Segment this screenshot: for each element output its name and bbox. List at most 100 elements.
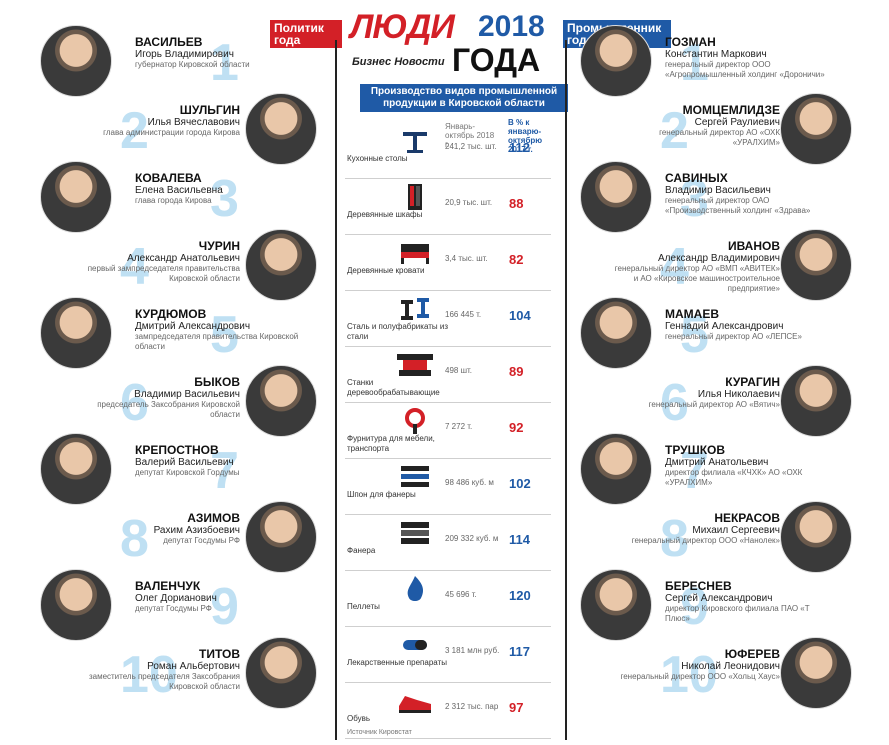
production-volume: 166 445 т.: [445, 310, 482, 319]
wardrobe-icon: [395, 182, 435, 212]
politician-card: 2 ШУЛЬГИН Илья Вячеславович глава администр…: [10, 93, 330, 165]
person-role: зампредседателя правительства Кировской …: [135, 332, 299, 351]
person-name: Илья Николаевич: [697, 389, 780, 400]
pill-icon: [395, 630, 435, 660]
person-photo: [780, 501, 852, 573]
right-divider: [565, 40, 567, 740]
table-row: Фурнитура для мебели, транспорта 7 272 т.…: [345, 400, 551, 459]
person-role: депутат Госдумы РФ: [135, 604, 212, 613]
person-name: Николай Леонидович: [681, 661, 780, 672]
growth-percent: 92: [509, 420, 524, 435]
person-surname: АЗИМОВ: [187, 511, 240, 525]
person-role: глава администрации города Кирова: [103, 128, 240, 137]
rank-number: 5: [680, 306, 709, 364]
person-name: Илья Вячеславович: [147, 117, 240, 128]
production-volume: 45 696 т.: [445, 590, 477, 599]
person-role: генеральный директор ООО «Агропромышленн…: [665, 60, 825, 79]
person-name: Михаил Сергеевич: [692, 525, 780, 536]
industrialist-card: 1 ГОЗМАН Константин Маркович генеральный ди…: [570, 25, 889, 97]
person-name: Роман Альбертович: [147, 661, 240, 672]
table-row: Кухонные столы 241,2 тыс. шт. 112: [345, 120, 551, 179]
rank-number: 2: [660, 102, 689, 160]
production-banner: Производство видов промышленной продукци…: [360, 84, 568, 112]
table-row: Деревянные кровати 3,4 тыс. шт. 82: [345, 232, 551, 291]
production-volume: 98 486 куб. м: [445, 478, 494, 487]
person-name: Геннадий Александрович: [665, 321, 784, 332]
left-divider: [335, 40, 337, 740]
person-role: генеральный директор АО «ОХК «УРАЛХИМ»: [659, 128, 780, 147]
product-name: Пеллеты: [347, 602, 380, 611]
growth-percent: 82: [509, 252, 524, 267]
table-row: Деревянные шкафы 20,9 тыс. шт. 88: [345, 176, 551, 235]
product-name: Сталь и полуфабрикаты из стали: [347, 322, 448, 341]
person-surname: ЧУРИН: [198, 239, 240, 253]
person-name: Игорь Владимирович: [135, 49, 234, 60]
wrench-icon: [395, 406, 435, 436]
flame-icon: [395, 574, 435, 604]
person-photo: [780, 365, 852, 437]
person-photo: [40, 433, 112, 505]
person-name: Дмитрий Александрович: [135, 321, 251, 332]
rank-number: 3: [210, 170, 239, 228]
politician-card: 6 БЫКОВ Владимир Васильевич председатель За…: [10, 365, 330, 437]
person-surname: ТИТОВ: [199, 647, 240, 661]
person-photo: [580, 161, 652, 233]
person-text: ШУЛЬГИН Илья Вячеславович глава администра…: [70, 103, 240, 138]
person-role: генеральный директор АО «Вятич»: [648, 400, 780, 409]
person-surname: НЕКРАСОВ: [714, 511, 780, 525]
person-surname: ШУЛЬГИН: [179, 103, 240, 117]
person-role: генеральный директор АО «ВМП «АВИТЕК» и …: [614, 264, 780, 293]
person-name: Александр Владимирович: [658, 253, 780, 264]
politician-card: 5 КУРДЮМОВ Дмитрий Александрович зампредсед…: [10, 297, 330, 369]
product-name: Станки деревообрабатывающие: [347, 378, 440, 397]
table-row: Лекарственные препараты 3 181 млн руб. 117: [345, 624, 551, 683]
person-name: Рахим Азизбоевич: [153, 525, 240, 536]
person-photo: [245, 637, 317, 709]
person-role: генеральный директор ООО «Нанолек»: [631, 536, 780, 545]
product-name: Лекарственные препараты: [347, 658, 447, 667]
politician-card: 9 ВАЛЕНЧУК Олег Дорианович депутат Госдумы …: [10, 569, 330, 641]
industrialist-card: 10 ЮФЕРЕВ Николай Леонидович генеральный ди…: [570, 637, 889, 709]
rank-number: 9: [680, 578, 709, 636]
rank-number: 1: [680, 34, 709, 92]
steel-beam-icon: [395, 294, 435, 324]
logo-goda: ГОДА: [452, 42, 541, 78]
bed-icon: [395, 238, 435, 268]
person-text: БЫКОВ Владимир Васильевич председатель Зак…: [70, 375, 240, 420]
rank-number: 2: [120, 102, 149, 160]
person-surname: МАМАЕВ: [665, 307, 719, 321]
politician-card: 3 КОВАЛЕВА Елена Васильевна глава города Ки…: [10, 161, 330, 233]
rank-number: 10: [120, 646, 178, 704]
product-name: Обувь: [347, 714, 371, 723]
person-text: КУРАГИН Илья Николаевич генеральный директ…: [610, 375, 780, 410]
person-text: МАМАЕВ Геннадий Александрович генеральный …: [665, 307, 835, 342]
person-role: председатель Заксобрания Кировской облас…: [97, 400, 240, 419]
person-photo: [245, 501, 317, 573]
person-surname: КУРДЮМОВ: [135, 307, 207, 321]
production-volume: 20,9 тыс. шт.: [445, 198, 493, 207]
person-photo: [780, 637, 852, 709]
person-text: НЕКРАСОВ Михаил Сергеевич генеральный дире…: [610, 511, 780, 546]
person-name: Александр Анатольевич: [127, 253, 240, 264]
growth-percent: 117: [509, 644, 530, 659]
person-text: МОМЦЕМЛИДЗЕ Сергей Раулиевич генеральный д…: [610, 103, 780, 148]
growth-percent: 102: [509, 476, 531, 491]
production-volume: 241,2 тыс. шт.: [445, 142, 497, 151]
person-role: директор филиала «КЧХК» АО «ОХК «УРАЛХИМ…: [665, 468, 803, 487]
source-note: Источник Кировстат: [347, 729, 412, 736]
rank-number: 1: [210, 34, 239, 92]
rank-number: 8: [120, 510, 149, 568]
plywood-icon: [395, 518, 435, 548]
person-name: Олег Дорианович: [135, 593, 217, 604]
person-surname: ВАСИЛЬЕВ: [135, 35, 203, 49]
rank-number: 6: [120, 374, 149, 432]
person-photo: [40, 161, 112, 233]
person-text: ЮФЕРЕВ Николай Леонидович генеральный дире…: [610, 647, 780, 682]
person-text: КРЕПОСТНОВ Валерий Васильевич депутат Киро…: [135, 443, 305, 478]
person-text: АЗИМОВ Рахим Азизбоевич депутат Госдумы РФ: [70, 511, 240, 546]
growth-percent: 88: [509, 196, 524, 211]
growth-percent: 120: [509, 588, 531, 603]
rank-number: 3: [680, 170, 709, 228]
product-name: Фурнитура для мебели, транспорта: [347, 434, 435, 453]
person-photo: [580, 297, 652, 369]
